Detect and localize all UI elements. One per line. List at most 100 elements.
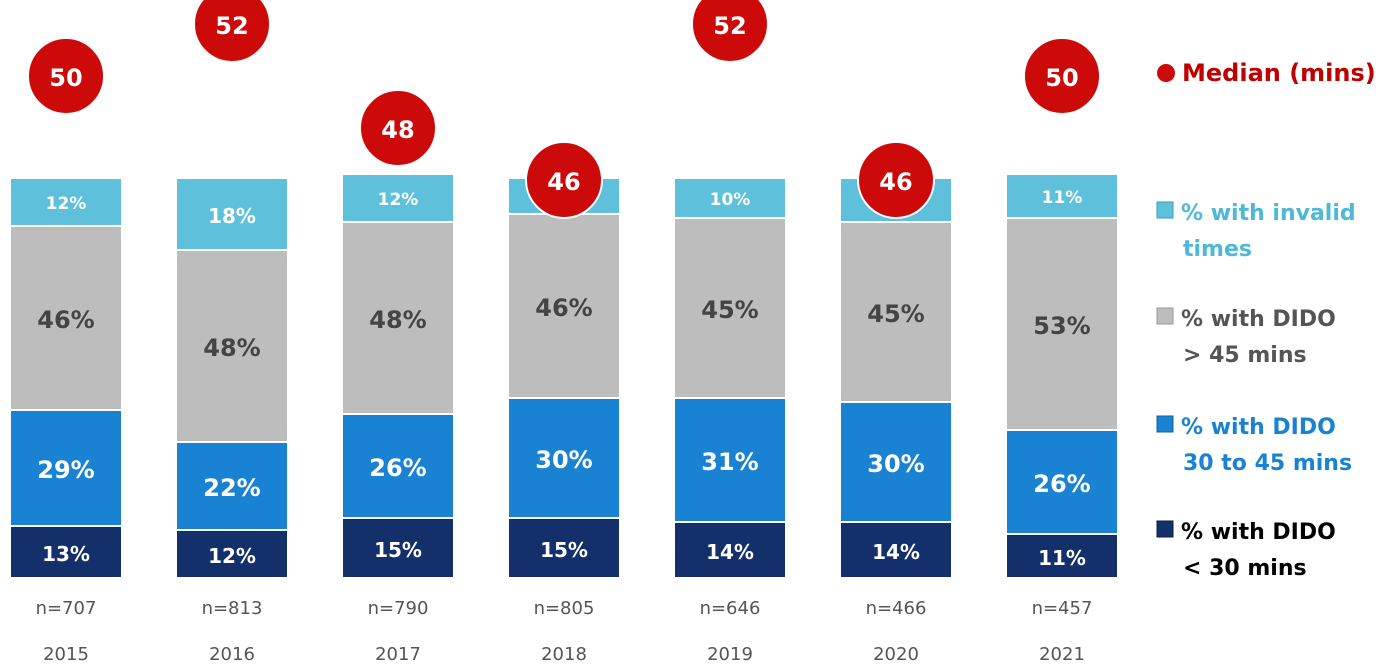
sample-size-label-2016: n=813 [202,598,263,619]
bar-label-2021-series-3: 11% [1042,188,1083,208]
bar-label-2019-series-3: 10% [710,190,751,210]
bar-segment-2016-series-1 [175,441,289,531]
bar-segment-2017-series-1 [341,413,455,519]
legend: Median (mins) % with invalid times % wit… [1156,59,1376,581]
bar-segment-2017-series-3 [341,173,455,223]
bar-label-2015-series-3: 12% [46,194,87,214]
bar-segment-2019-series-3 [673,177,787,219]
bar-label-2021-series-1: 26% [1033,470,1090,498]
legend-item-median: Median (mins) [1157,59,1376,87]
legend-item-lt30: % with DIDO < 30 mins [1156,520,1336,581]
bar-label-2018-series-0: 15% [540,538,588,562]
median-marker-2019 [691,0,769,63]
median-marker-2020 [857,141,935,219]
median-label-2018: 46 [547,168,580,196]
bar-segment-2019-series-0 [673,521,787,579]
svg-text:% with DIDO: % with DIDO [1181,520,1336,545]
median-markers-group: 50 52 48 46 52 46 50 [27,0,1101,219]
bar-segment-2021-series-3 [1005,173,1119,219]
x-tick-label-2019: 2019 [707,644,753,665]
bar-segment-2020-series-1 [839,401,953,523]
median-marker-2016 [193,0,271,63]
svg-text:times: times [1183,237,1252,262]
bar-segment-2021-series-2 [1005,217,1119,431]
legend-gt45-swatch [1156,307,1174,325]
bar-segment-2015-series-1 [9,409,123,527]
bar-label-2018-series-2: 46% [535,294,592,322]
legend-invalid-line2: times [1183,237,1252,262]
legend-lt30-swatch [1156,520,1174,538]
legend-lt30-line2: < 30 mins [1183,556,1307,581]
legend-mid-line2: 30 to 45 mins [1183,451,1352,476]
bar-label-2016-series-2: 48% [203,334,260,362]
legend-item-invalid: % with invalid times [1156,201,1356,262]
bar-label-2016-series-1: 22% [203,474,260,502]
legend-gt45-line1: % with DIDO [1181,307,1336,332]
sample-size-label-2021: n=457 [1032,598,1093,619]
bar-stack-2019: 14% 31% 45% 10% [673,177,787,579]
x-tick-label-2020: 2020 [873,644,919,665]
bar-label-2016-series-0: 12% [208,544,256,568]
legend-median-label: Median (mins) [1182,59,1376,87]
bar-label-2020-series-2: 45% [867,300,924,328]
x-tick-label-2021: 2021 [1039,644,1085,665]
bar-label-2017-series-3: 12% [378,190,419,210]
bar-segment-2020-series-2 [839,221,953,403]
bar-label-2017-series-2: 48% [369,306,426,334]
svg-text:% with DIDO: % with DIDO [1181,307,1336,332]
median-label-2020: 46 [879,168,912,196]
median-label-2021: 50 [1045,64,1078,92]
bar-label-2020-series-1: 30% [867,450,924,478]
legend-invalid-line1: % with invalid [1181,201,1356,226]
bar-stack-2021: 11% 26% 53% 11% [1005,173,1119,579]
bar-label-2015-series-2: 46% [37,306,94,334]
bar-stack-2015: 13% 29% 46% 12% [9,177,123,579]
sample-size-label-2017: n=790 [368,598,429,619]
x-tick-label-2017: 2017 [375,644,421,665]
svg-text:30 to 45 mins: 30 to 45 mins [1183,451,1352,476]
median-label-2016: 52 [215,12,248,40]
bar-segment-2021-series-0 [1005,533,1119,579]
bar-segment-2016-series-0 [175,529,289,579]
x-tick-label-2015: 2015 [43,644,89,665]
sample-size-label-2015: n=707 [36,598,97,619]
median-marker-2017 [359,89,437,167]
legend-item-gt45: % with DIDO > 45 mins [1156,307,1336,368]
x-axis-labels-group: n=707 2015 n=813 2016 n=790 2017 n=805 2018 n=64… [36,598,1093,665]
bar-label-2018-series-1: 30% [535,446,592,474]
median-marker-2018 [525,141,603,219]
bar-segment-2016-series-2 [175,249,289,443]
bar-segment-2015-series-0 [9,525,123,579]
bar-label-2021-series-2: 53% [1033,312,1090,340]
legend-lt30-line1: % with DIDO [1181,520,1336,545]
svg-text:> 45 mins: > 45 mins [1183,343,1307,368]
legend-item-mid: % with DIDO 30 to 45 mins [1156,415,1352,476]
sample-size-label-2020: n=466 [866,598,927,619]
bar-label-2016-series-3: 18% [208,204,256,228]
bar-label-2015-series-0: 13% [42,542,90,566]
bars-group: 13% 29% 46% 12% 12% 22% 48% 18% 15% 26% 48% 12% 15% 3… [9,173,1119,579]
svg-text:< 30 mins: < 30 mins [1183,556,1307,581]
bar-label-2019-series-0: 14% [706,540,754,564]
bar-label-2017-series-0: 15% [374,538,422,562]
bar-label-2021-series-0: 11% [1038,546,1086,570]
svg-text:% with invalid: % with invalid [1181,201,1356,226]
bar-stack-2016: 12% 22% 48% 18% [175,177,289,579]
x-tick-label-2018: 2018 [541,644,587,665]
bar-segment-2021-series-1 [1005,429,1119,535]
sample-size-label-2019: n=646 [700,598,761,619]
bar-segment-2017-series-2 [341,221,455,415]
bar-label-2020-series-0: 14% [872,540,920,564]
legend-mid-line1: % with DIDO [1181,415,1336,440]
bar-label-2017-series-1: 26% [369,454,426,482]
median-label-2019: 52 [713,12,746,40]
svg-text:% with DIDO: % with DIDO [1181,415,1336,440]
bar-stack-2017: 15% 26% 48% 12% [341,173,455,579]
legend-mid-swatch [1156,415,1174,433]
bar-segment-2017-series-0 [341,517,455,579]
bar-segment-2016-series-3 [175,177,289,251]
bar-segment-2018-series-2 [507,213,621,399]
bar-segment-2015-series-3 [9,177,123,227]
bar-stack-2018: 15%30%46%9% [507,177,621,579]
